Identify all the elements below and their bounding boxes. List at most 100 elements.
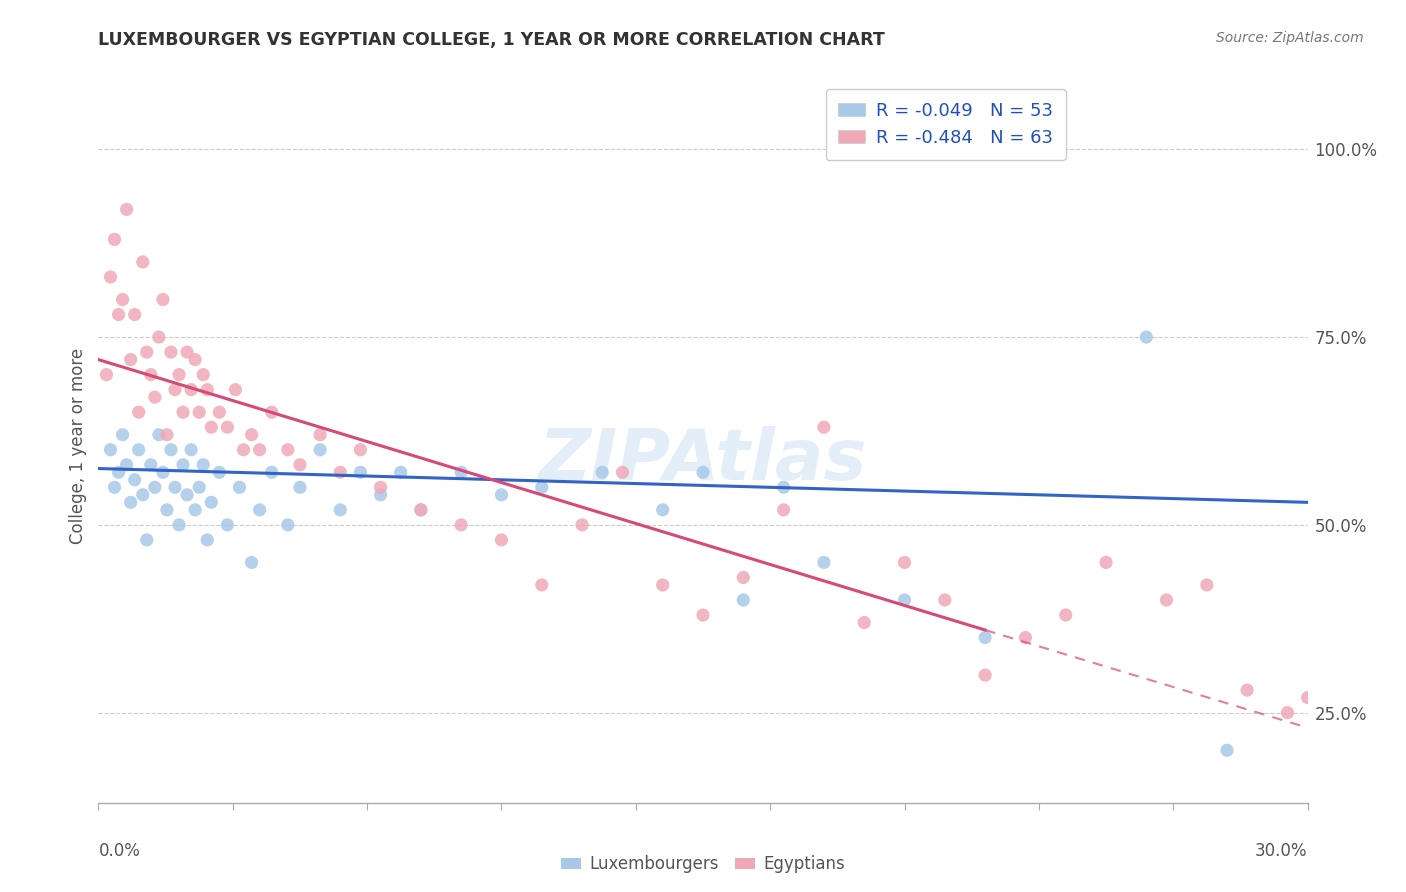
Point [329,465,352,479]
Point [172,458,194,472]
Point [853,615,876,630]
Point [132,488,155,502]
Point [135,345,157,359]
Point [103,232,125,246]
Point [1236,683,1258,698]
Point [288,458,311,472]
Point [249,442,271,457]
Point [249,503,271,517]
Point [733,593,755,607]
Point [772,503,794,517]
Point [450,465,472,479]
Point [167,368,190,382]
Point [124,308,146,322]
Point [188,405,211,419]
Point [115,458,138,472]
Point [409,503,432,517]
Point [184,503,207,517]
Point [277,517,299,532]
Point [309,442,332,457]
Point [1014,631,1036,645]
Point [571,517,593,532]
Text: Source: ZipAtlas.com: Source: ZipAtlas.com [1216,31,1364,45]
Point [132,255,155,269]
Point [188,480,211,494]
Point [120,495,142,509]
Point [450,517,472,532]
Point [172,405,194,419]
Point [152,465,174,479]
Point [160,345,183,359]
Point [100,270,122,285]
Point [733,570,755,584]
Point [491,533,513,547]
Point [813,420,835,434]
Point [148,330,170,344]
Point [651,578,673,592]
Point [160,442,183,457]
Point [934,593,956,607]
Point [240,427,263,442]
Point [277,442,299,457]
Point [224,383,246,397]
Point [100,442,122,457]
Point [184,352,207,367]
Point [176,345,198,359]
Point [692,607,714,622]
Point [200,495,222,509]
Point [1216,743,1239,757]
Point [370,488,392,502]
Point [200,420,222,434]
Point [163,480,186,494]
Point [167,517,190,532]
Point [1296,690,1319,705]
Point [208,465,231,479]
Point [309,427,332,442]
Point [143,480,166,494]
Point [370,480,392,494]
Point [139,368,162,382]
Point [228,480,250,494]
Point [260,465,283,479]
Point [128,442,150,457]
Legend: Luxembourgers, Egyptians: Luxembourgers, Egyptians [554,849,852,880]
Point [591,465,613,479]
Point [193,368,215,382]
Text: ZIPAtlas: ZIPAtlas [538,425,868,495]
Point [1156,593,1178,607]
Point [329,503,352,517]
Point [974,668,997,682]
Point [107,308,129,322]
Point [349,442,371,457]
Point [128,405,150,419]
Point [974,631,997,645]
Point [148,427,170,442]
Point [180,383,202,397]
Point [349,465,371,479]
Point [217,517,239,532]
Text: 0.0%: 0.0% [98,842,141,860]
Point [530,480,553,494]
Point [1054,607,1077,622]
Point [530,578,553,592]
Point [651,503,673,517]
Point [772,480,794,494]
Point [195,533,218,547]
Point [893,556,915,570]
Point [260,405,283,419]
Point [111,293,134,307]
Point [139,458,162,472]
Point [120,352,142,367]
Point [813,556,835,570]
Point [156,503,179,517]
Point [1135,330,1157,344]
Point [409,503,432,517]
Point [115,202,138,217]
Text: LUXEMBOURGER VS EGYPTIAN COLLEGE, 1 YEAR OR MORE CORRELATION CHART: LUXEMBOURGER VS EGYPTIAN COLLEGE, 1 YEAR… [98,31,886,49]
Point [163,383,186,397]
Point [180,442,202,457]
Point [1095,556,1118,570]
Point [107,465,129,479]
Point [893,593,915,607]
Point [143,390,166,404]
